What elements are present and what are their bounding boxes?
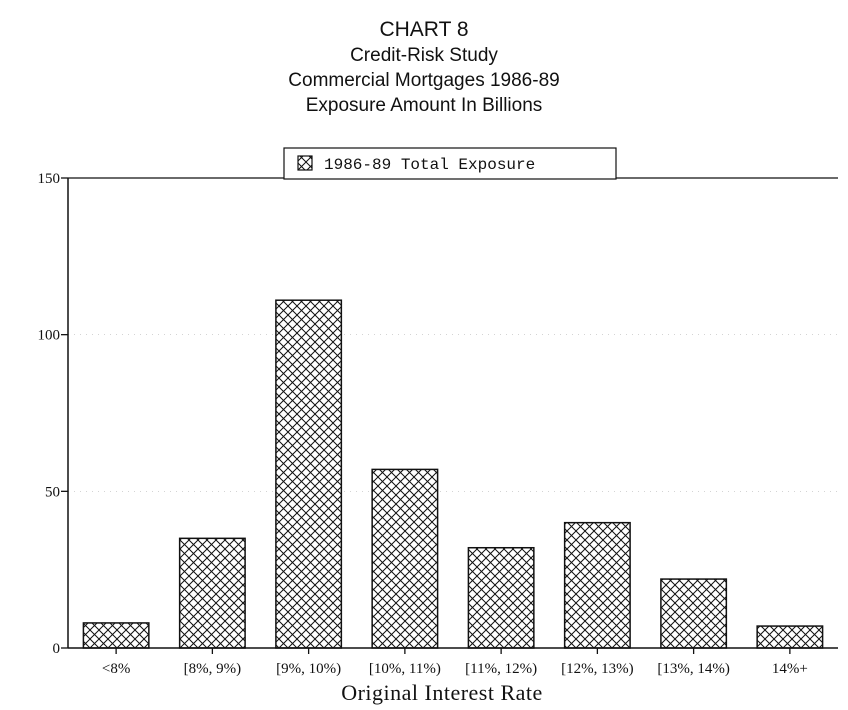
bar [756,625,824,649]
legend: 1986-89 Total Exposure [283,147,617,180]
bar [660,578,728,649]
x-tick-label: 14%+ [772,661,808,677]
grid-lines [68,334,838,492]
x-tick-label: [11%, 12%) [465,661,537,677]
axes-group: 0 50 100 150 <8% [8%, 9%) [9%, 10%) [10%, 11%) [… [38,171,838,677]
chart-subtitle-study: Credit-Risk Study [350,45,498,66]
y-tick-label: 50 [45,484,60,500]
chart-title: CHART 8 [379,18,469,41]
x-tick-label: [9%, 10%) [276,661,341,677]
chart-subtitle-segment: Commercial Mortgages 1986-89 [288,70,560,91]
x-tick-label: [10%, 11%) [369,661,441,677]
x-tick-label: <8% [102,661,130,677]
legend-box [283,147,617,180]
bars-group [82,299,824,649]
legend-label: 1986-89 Total Exposure [324,156,535,174]
y-tick-label: 100 [38,328,61,344]
x-tick-label: [8%, 9%) [184,661,241,677]
x-axis-label: Original Interest Rate [341,680,543,705]
bar [178,537,246,649]
y-tick-label: 0 [53,641,61,657]
x-tick-label: [13%, 14%) [657,661,729,677]
legend-swatch [297,155,313,171]
bar [563,521,631,649]
bar [82,622,150,649]
y-tick-label: 150 [38,171,61,187]
chart-subtitle-units: Exposure Amount In Billions [305,95,543,116]
x-tick-label: [12%, 13%) [561,661,633,677]
bar [467,546,535,649]
bar [371,468,439,649]
bar [275,299,343,649]
